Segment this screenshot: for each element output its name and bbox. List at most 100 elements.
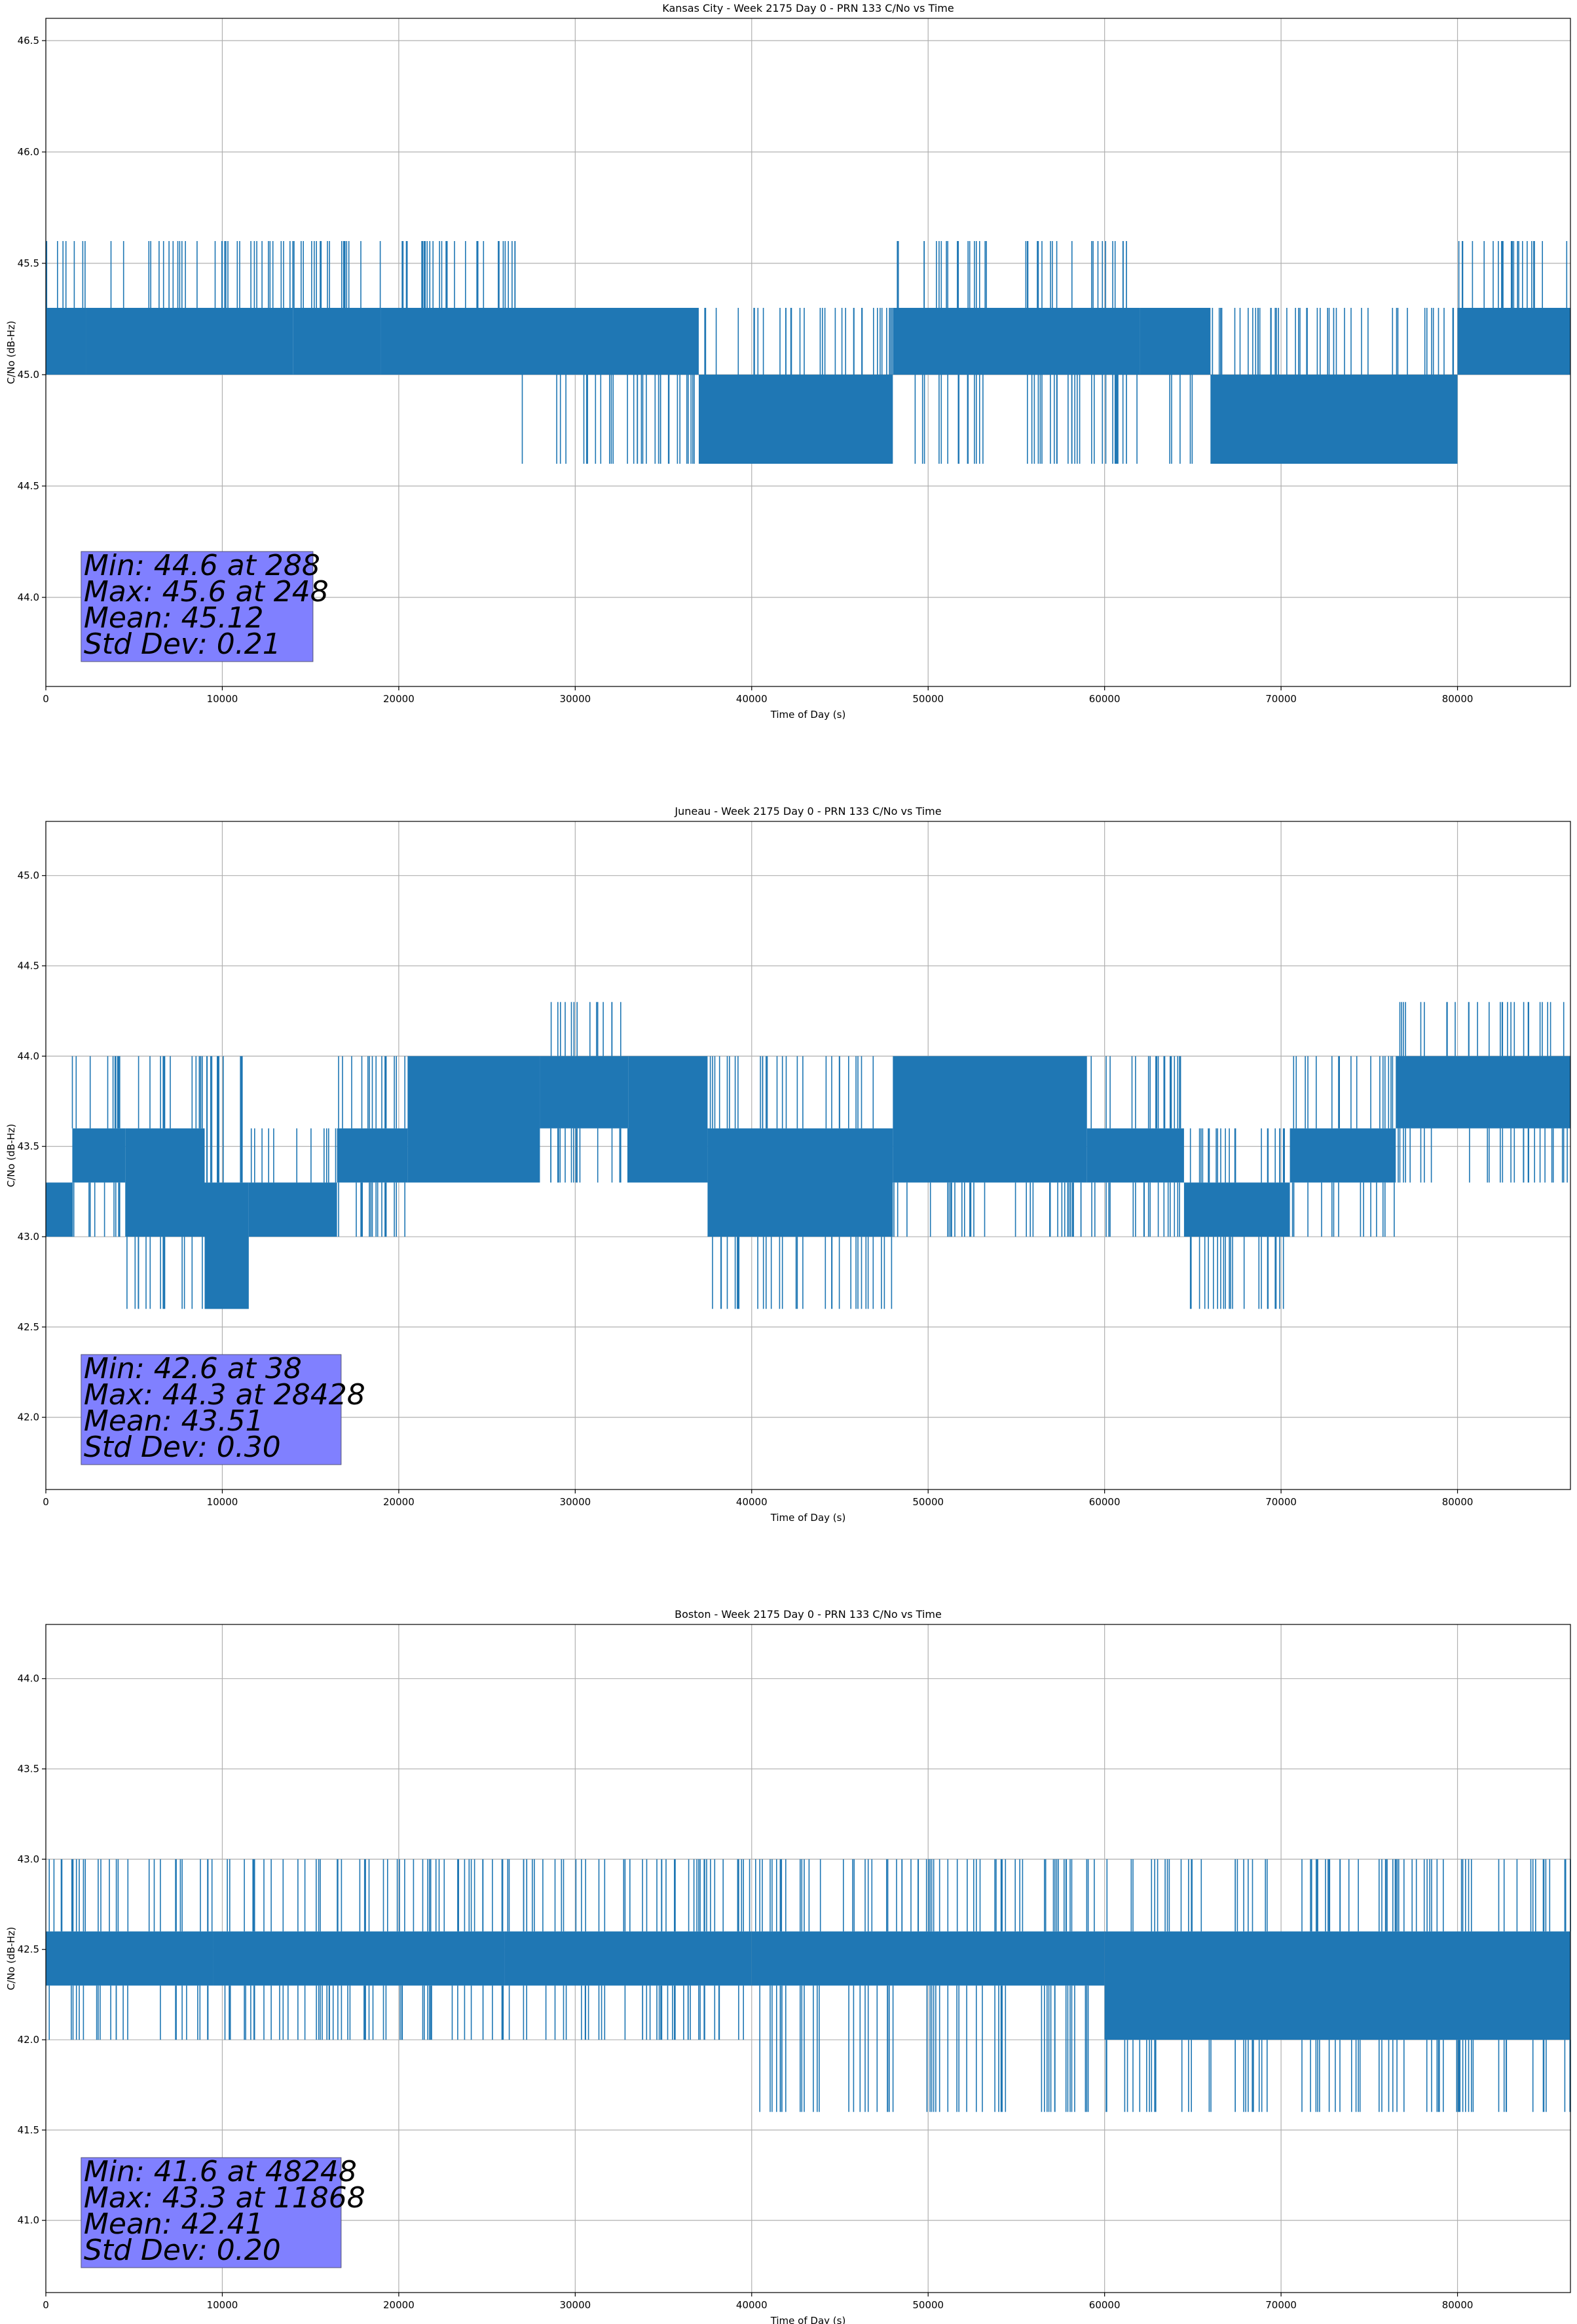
series-band-1 [628,1056,708,1183]
x-tick-label: 60000 [1089,2299,1121,2311]
series-band-2 [504,1931,752,1986]
x-tick-label: 70000 [1265,2299,1297,2311]
series-band-1 [72,1128,126,1183]
chart-panel-0: 0 10000 20000 30000 40000 50000 60000 70000 8000… [5,2,1571,721]
x-tick-label: 70000 [1265,693,1297,705]
stats-line: Max: 44.3 at 28428 [84,1378,365,1412]
x-tick-label: 0 [43,2299,49,2311]
series-band-0 [46,308,86,375]
y-tick-label: 44.0 [18,1673,39,1685]
series-band-2 [213,1931,505,1986]
series-band-0 [1140,308,1211,375]
plot-frame [45,18,1571,687]
y-tick-label: 45.0 [18,870,39,882]
y-tick-label: 42.0 [18,1412,39,1423]
y-tick-label: 41.0 [18,2215,39,2226]
series-band-2 [1104,1931,1570,2040]
series-band-0 [380,308,523,375]
series-band-1 [1289,1128,1396,1183]
x-tick-label: 50000 [912,1496,944,1508]
chart-panel-1: 0 10000 20000 30000 40000 50000 60000 70000 8000… [5,805,1571,1524]
stats-line: Min: 41.6 at 48248 [84,2155,357,2188]
y-tick-label: 44.5 [18,480,39,492]
stats-box [81,2157,342,2268]
x-tick-label: 60000 [1089,1496,1121,1508]
y-tick-label: 45.0 [18,369,39,381]
series-band-2 [46,1931,213,1986]
stats-line: Max: 43.3 at 11868 [84,2181,365,2215]
series-band-1 [540,1056,629,1129]
x-tick-label: 10000 [207,2299,238,2311]
series-band-0 [893,308,1140,375]
y-tick-label: 45.5 [18,257,39,269]
x-tick-label: 10000 [207,1496,238,1508]
stats-line: Min: 44.6 at 288 [84,549,320,582]
chart-panel-2: 0 10000 20000 30000 40000 50000 60000 70000 8000… [5,1608,1571,2324]
series-line-0 [46,241,1568,464]
x-tick-label: 40000 [736,2299,768,2311]
x-tick-label: 50000 [912,2299,944,2311]
x-tick-label: 40000 [736,693,768,705]
stats-line: Max: 45.6 at 248 [84,575,329,609]
series-band-1 [125,1128,205,1237]
y-tick-label: 43.0 [18,1853,39,1865]
y-axis-label: C/No (dB-Hz) [5,321,17,384]
series-band-1 [407,1056,540,1183]
series-band-1 [893,1056,1087,1183]
y-tick-label: 44.0 [18,1050,39,1062]
x-tick-label: 80000 [1442,693,1474,705]
x-tick-label: 70000 [1265,1496,1297,1508]
y-tick-label: 43.5 [18,1763,39,1775]
stats-line: Mean: 42.41 [84,2207,264,2241]
series-band-0 [1457,308,1570,375]
x-tick-label: 80000 [1442,2299,1474,2311]
stats-box [81,551,314,662]
stats-line: Min: 42.6 at 38 [84,1352,302,1385]
series-band-1 [1396,1056,1570,1129]
stats-line: Mean: 43.51 [84,1404,264,1438]
x-tick-label: 30000 [559,1496,591,1508]
stats-line: Std Dev: 0.20 [84,2234,281,2267]
x-axis-label: Time of Day (s) [770,2315,846,2324]
x-tick-label: 10000 [207,693,238,705]
x-axis-label: Time of Day (s) [770,709,846,721]
series-band-1 [1086,1128,1184,1183]
y-tick-label: 42.5 [18,1943,39,1955]
x-tick-label: 60000 [1089,693,1121,705]
x-tick-label: 20000 [383,1496,415,1508]
series-band-0 [1210,375,1458,464]
series-band-1 [1183,1182,1290,1237]
x-tick-label: 0 [43,693,49,705]
series-band-0 [698,375,893,464]
x-tick-label: 0 [43,1496,49,1508]
series-band-1 [337,1128,408,1183]
x-tick-label: 80000 [1442,1496,1474,1508]
y-tick-label: 43.5 [18,1140,39,1152]
x-tick-label: 30000 [559,693,591,705]
y-tick-label: 42.0 [18,2034,39,2046]
x-tick-label: 20000 [383,2299,415,2311]
x-tick-label: 20000 [383,693,415,705]
chart-title: Kansas City - Week 2175 Day 0 - PRN 133 … [662,2,954,14]
series-band-0 [86,308,293,375]
plot-frame [45,1624,1571,2293]
series-line-2 [48,1859,1571,2112]
y-tick-label: 43.0 [18,1231,39,1243]
y-tick-label: 41.5 [18,2124,39,2136]
series-band-1 [707,1128,893,1237]
y-axis-label: C/No (dB-Hz) [5,1124,17,1188]
y-axis-label: C/No (dB-Hz) [5,1927,17,1991]
stats-line: Std Dev: 0.30 [84,1431,281,1464]
series-band-2 [751,1931,1105,1986]
series-band-1 [248,1182,337,1237]
plot-frame [45,821,1571,1490]
y-tick-label: 44.5 [18,960,39,972]
chart-title: Boston - Week 2175 Day 0 - PRN 133 C/No … [675,1608,942,1621]
series-line-1 [71,1002,1568,1309]
x-axis-label: Time of Day (s) [770,1512,846,1524]
x-tick-label: 30000 [559,2299,591,2311]
y-tick-label: 46.5 [18,35,39,47]
x-tick-label: 40000 [736,1496,768,1508]
series-band-1 [46,1182,73,1237]
y-tick-label: 46.0 [18,146,39,158]
